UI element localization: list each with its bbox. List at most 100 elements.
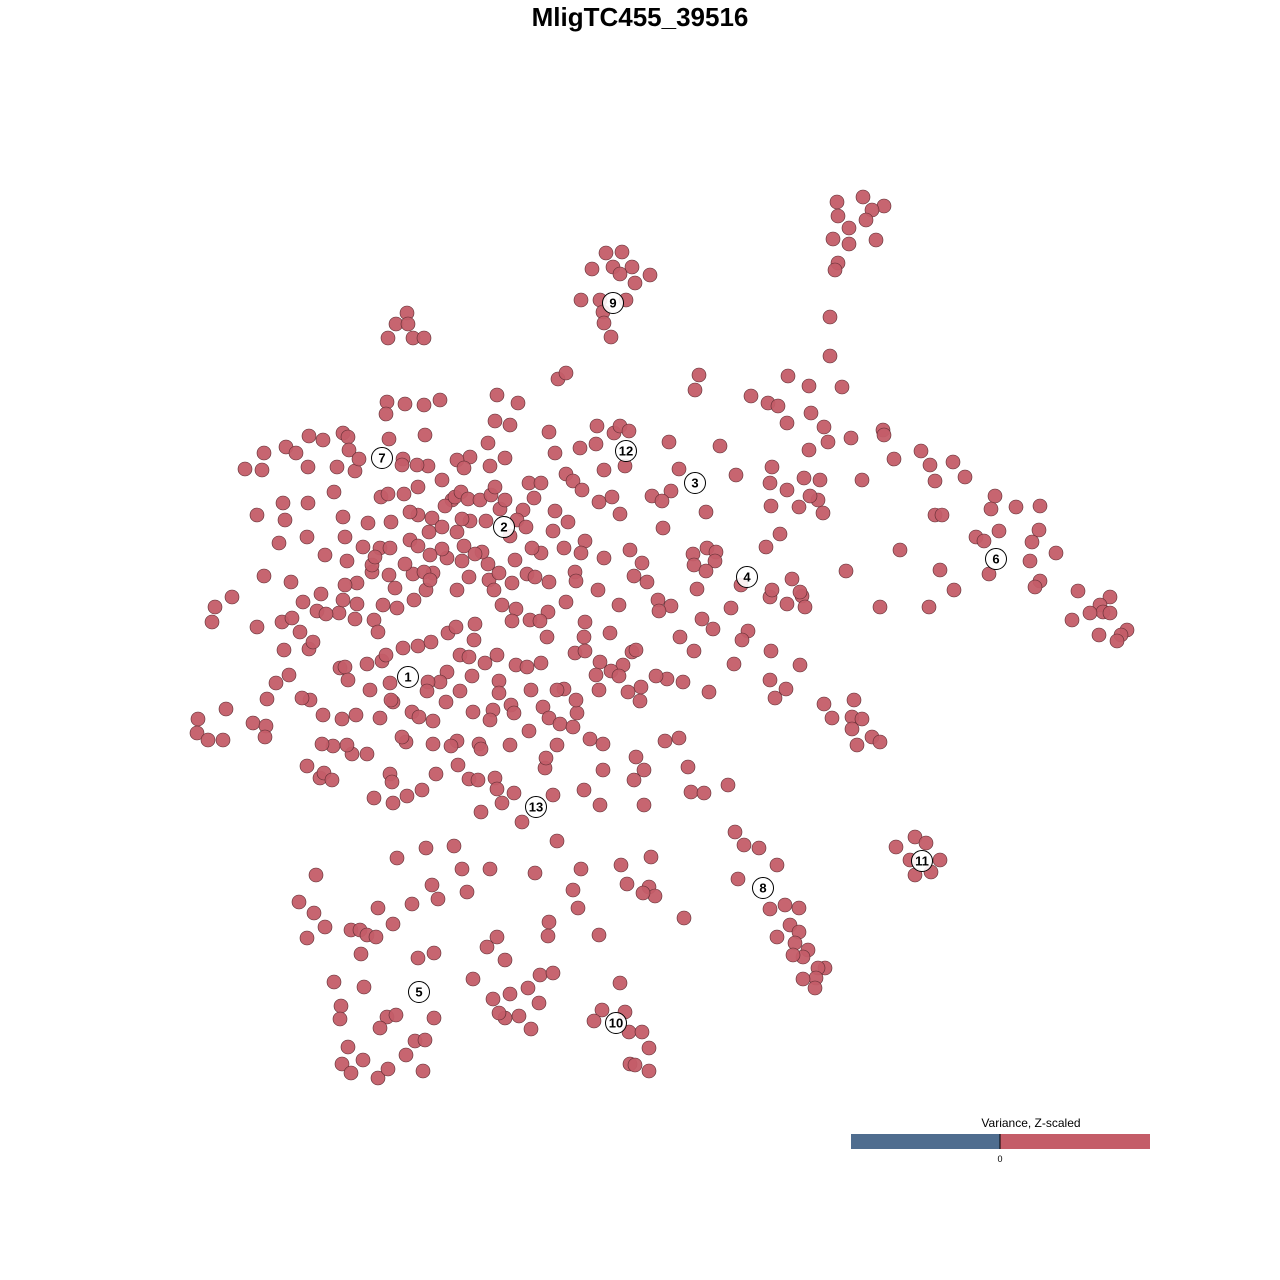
data-point — [337, 577, 353, 593]
data-point — [355, 539, 371, 555]
data-point — [301, 428, 317, 444]
data-point — [385, 795, 401, 811]
data-point — [791, 499, 807, 515]
data-point — [295, 594, 311, 610]
data-point — [983, 501, 999, 517]
data-point — [470, 772, 486, 788]
data-point — [482, 458, 498, 474]
data-point — [454, 511, 470, 527]
data-point — [426, 1010, 442, 1026]
data-point — [533, 655, 549, 671]
data-point — [348, 707, 364, 723]
data-point — [423, 634, 439, 650]
data-point — [602, 625, 618, 641]
data-point — [425, 736, 441, 752]
data-point — [736, 837, 752, 853]
data-point — [701, 684, 717, 700]
data-point — [825, 231, 841, 247]
data-point — [356, 979, 372, 995]
data-point — [807, 980, 823, 996]
data-point — [425, 713, 441, 729]
data-point — [324, 772, 340, 788]
data-point — [465, 704, 481, 720]
data-point — [634, 1024, 650, 1040]
data-point — [841, 236, 857, 252]
data-point — [565, 882, 581, 898]
data-point — [762, 475, 778, 491]
data-point — [619, 876, 635, 892]
cluster-label-text: 5 — [415, 985, 422, 1000]
data-point — [506, 785, 522, 801]
data-point — [822, 309, 838, 325]
data-point — [769, 929, 785, 945]
data-point — [467, 546, 483, 562]
data-point — [402, 504, 418, 520]
data-point — [281, 667, 297, 683]
data-point — [843, 430, 859, 446]
data-point — [565, 473, 581, 489]
data-point — [686, 557, 702, 573]
data-point — [299, 758, 315, 774]
data-point — [1048, 545, 1064, 561]
data-point — [353, 946, 369, 962]
data-point — [918, 835, 934, 851]
data-point — [603, 329, 619, 345]
data-point — [331, 605, 347, 621]
data-point — [643, 849, 659, 865]
data-point — [409, 457, 425, 473]
data-point — [489, 781, 505, 797]
data-point — [611, 668, 627, 684]
data-point — [414, 782, 430, 798]
cluster-label-text: 8 — [759, 881, 766, 896]
data-point — [680, 759, 696, 775]
data-point — [582, 731, 598, 747]
data-point — [456, 538, 472, 554]
data-point — [1091, 627, 1107, 643]
data-point — [545, 523, 561, 539]
data-point — [812, 472, 828, 488]
data-point — [698, 504, 714, 520]
cluster-label-text: 11 — [915, 854, 929, 869]
data-point — [764, 459, 780, 475]
data-point — [538, 750, 554, 766]
data-point — [801, 378, 817, 394]
data-point — [568, 692, 584, 708]
data-point — [792, 657, 808, 673]
data-point — [349, 596, 365, 612]
data-point — [932, 562, 948, 578]
data-point — [846, 692, 862, 708]
data-point — [672, 629, 688, 645]
data-point — [655, 520, 671, 536]
data-point — [473, 804, 489, 820]
data-point — [428, 766, 444, 782]
data-point — [434, 541, 450, 557]
data-point — [797, 599, 813, 615]
data-point — [394, 729, 410, 745]
data-point — [849, 737, 865, 753]
data-point — [614, 244, 630, 260]
data-point — [787, 935, 803, 951]
data-point — [378, 406, 394, 422]
cluster-label-3: 3 — [684, 472, 706, 494]
data-point — [300, 495, 316, 511]
data-point — [479, 939, 495, 955]
data-point — [526, 490, 542, 506]
data-point — [466, 632, 482, 648]
data-point — [816, 696, 832, 712]
cluster-label-circle — [397, 666, 419, 688]
data-point — [461, 569, 477, 585]
data-point — [399, 788, 415, 804]
data-point — [424, 877, 440, 893]
data-point — [347, 611, 363, 627]
data-point — [844, 721, 860, 737]
data-point — [565, 719, 581, 735]
data-point — [317, 919, 333, 935]
data-point — [335, 509, 351, 525]
data-point — [378, 647, 394, 663]
data-point — [639, 574, 655, 590]
data-point — [398, 1047, 414, 1063]
data-point — [647, 888, 663, 904]
data-point — [218, 701, 234, 717]
data-point — [306, 905, 322, 921]
cluster-label-text: 2 — [500, 520, 507, 535]
